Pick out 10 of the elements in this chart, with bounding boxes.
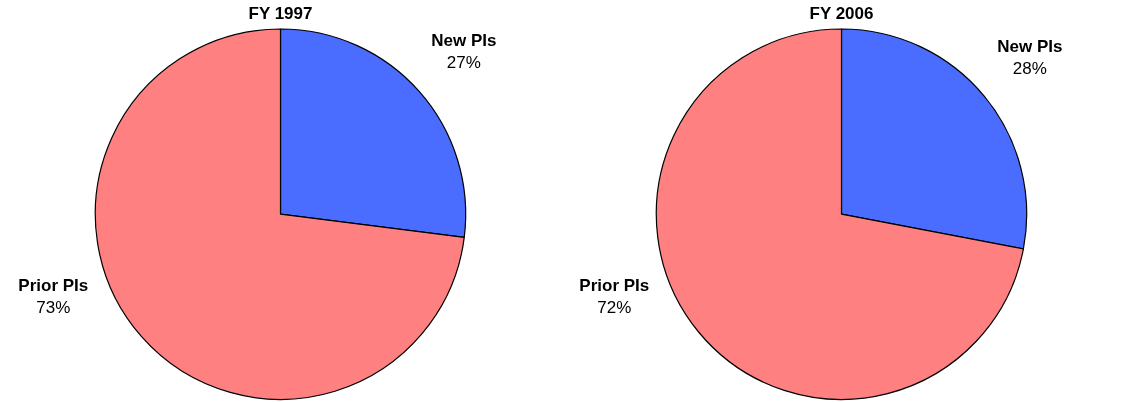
chart-title: FY 2006 [809,3,874,23]
slice-label: Prior PIs [579,276,650,296]
slice-label: New PIs [997,37,1063,57]
data-label: 28% [1012,59,1047,79]
data-label: 27% [446,53,481,73]
slice-label: New PIs [431,31,497,51]
data-label: 73% [36,298,71,318]
data-label: 72% [597,298,632,318]
chart-title: FY 1997 [248,3,313,23]
slice-label: Prior PIs [18,276,89,296]
